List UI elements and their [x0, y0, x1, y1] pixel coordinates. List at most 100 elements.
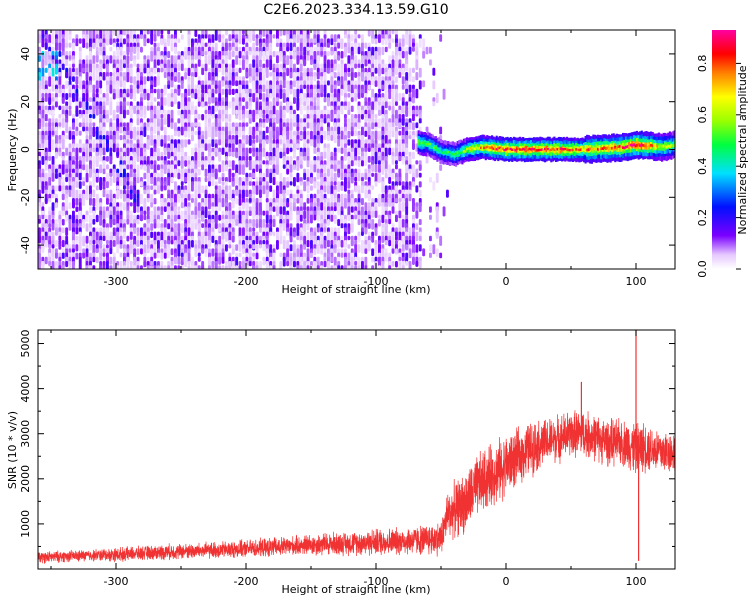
spectrogram-cell: [429, 177, 432, 183]
spectrogram-cell: [61, 235, 65, 241]
spectrogram-cell: [180, 126, 184, 136]
spectrogram-cell: [143, 151, 147, 158]
spectrogram-cell: [289, 181, 293, 186]
spectrogram-cell: [163, 185, 167, 191]
spectrogram-cell: [61, 118, 65, 128]
spectrogram-cell: [85, 72, 89, 81]
spectrogram-cell: [119, 126, 123, 134]
spectrogram-cell: [371, 248, 375, 257]
spectrogram-cell: [303, 130, 307, 140]
spectrogram-cell: [143, 214, 147, 221]
spectrogram-cell: [425, 126, 429, 132]
spectrogram-cell: [415, 168, 419, 178]
spectrogram-cell: [316, 72, 320, 80]
spectrogram-cell: [170, 42, 174, 52]
spectrogram-cell: [146, 105, 150, 111]
spectrogram-cell: [167, 164, 171, 171]
spectrogram-cell: [299, 240, 303, 245]
spectrogram-cell: [248, 261, 252, 267]
spectrogram-cell: [51, 244, 55, 249]
spectrogram-cell: [106, 164, 109, 170]
spectrogram-cell: [180, 193, 184, 199]
spectrogram-cell: [89, 244, 92, 251]
spectrogram-cell: [289, 130, 293, 141]
spectrogram-cell: [82, 219, 86, 229]
spectrogram-cell: [163, 240, 167, 245]
spectrogram-cell: [160, 206, 164, 212]
spectrogram-cell: [276, 72, 279, 77]
spectrogram-cell: [123, 185, 126, 190]
spectrogram-cell: [269, 172, 273, 184]
spectrogram-cell: [204, 55, 208, 65]
spectrogram-cell: [136, 88, 140, 94]
spectrogram-cell: [82, 181, 86, 187]
spectrogram-cell: [170, 248, 174, 256]
spectrogram-cell: [75, 244, 79, 252]
spectrogram-cell: [160, 139, 164, 147]
spectrogram-cell: [160, 252, 164, 260]
spectrogram-cell: [61, 139, 65, 150]
spectrogram-cell: [225, 55, 228, 60]
spectrogram-cell: [231, 198, 235, 209]
spectrogram-cell: [347, 168, 351, 173]
spectrogram-cell: [313, 265, 317, 269]
spectrogram-cell: [272, 231, 276, 237]
spectrogram-cell: [235, 114, 239, 119]
spectrogram-cell: [65, 72, 69, 79]
spectrogram-cell: [44, 42, 48, 50]
spectrogram-cell: [296, 177, 300, 183]
spectrogram-cell: [204, 210, 208, 219]
spectrogram-cell: [177, 101, 181, 110]
spectrogram-cell: [78, 80, 82, 90]
spectrogram-cell: [337, 206, 341, 216]
spectrogram-cell: [395, 235, 398, 241]
spectrogram-cell: [126, 46, 130, 56]
spectrogram-cell: [296, 227, 300, 237]
spectrogram-cell: [398, 93, 402, 101]
spectrogram-cell: [405, 63, 409, 72]
spectrogram-cell: [245, 109, 249, 119]
spectrogram-cell: [174, 147, 177, 157]
spectrogram-cell: [231, 160, 235, 171]
spectrogram-cell: [85, 164, 89, 173]
spectrogram-cell: [157, 42, 160, 47]
spectrogram-cell: [55, 172, 58, 179]
spectrogram-cell: [174, 206, 177, 217]
spectrogram-cell: [381, 214, 385, 224]
spectrogram-cell: [38, 80, 41, 86]
spectrogram-cell: [95, 177, 99, 183]
spectrogram-cell: [143, 172, 147, 180]
spectrogram-cell: [44, 198, 48, 203]
spectrogram-cell: [177, 193, 181, 203]
spectrogram-cell: [333, 206, 337, 212]
spectrogram-cell: [106, 109, 109, 116]
spectrogram-cell: [109, 219, 113, 228]
spectrogram-cell: [78, 101, 82, 109]
spectrogram-cell: [293, 151, 296, 159]
spectrogram-cell: [102, 265, 106, 269]
spectrogram-cell: [299, 160, 303, 165]
spectrogram-cell: [58, 143, 62, 149]
spectrogram-cell: [401, 76, 405, 85]
spectrogram-cell: [384, 80, 388, 90]
spectrogram-cell: [197, 210, 201, 219]
spectrogram-cell: [41, 210, 45, 216]
spectrogram-cell: [367, 223, 371, 229]
spectrogram-cell: [133, 193, 137, 199]
spectrogram-cell: [320, 76, 324, 81]
spectrogram-cell: [99, 76, 103, 82]
spectrogram-cell: [187, 172, 191, 182]
spectrogram-cell: [245, 101, 249, 110]
spectrogram-cell: [398, 256, 402, 262]
spectrogram-cell: [248, 210, 252, 216]
spectrogram-cell: [279, 252, 283, 258]
spectrogram-cell: [65, 30, 69, 40]
spectrogram-cell: [75, 126, 79, 133]
spectrogram-cell: [187, 193, 191, 201]
spectrogram-cell: [296, 126, 300, 132]
spectrogram-cell: [85, 172, 89, 183]
spectrogram-cell: [231, 151, 235, 157]
spectrogram-cell: [384, 101, 388, 109]
spectrogram-cell: [252, 244, 256, 250]
spectrogram-cell: [211, 235, 215, 243]
